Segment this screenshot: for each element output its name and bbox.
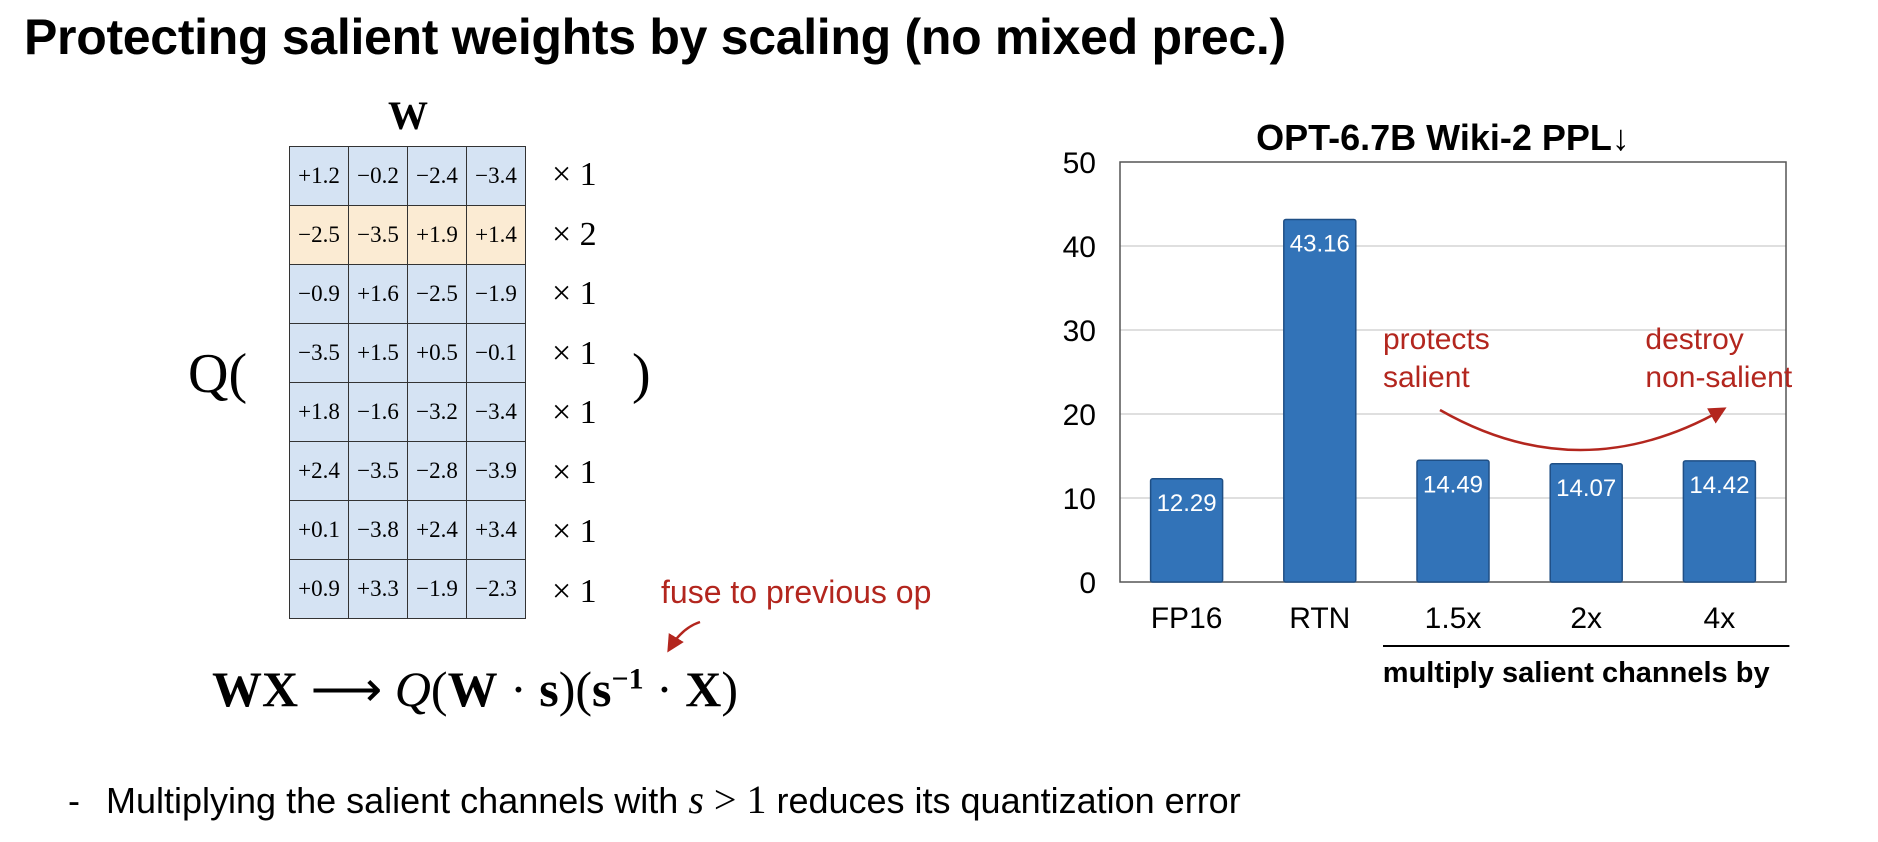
x-category-label: 2x	[1570, 602, 1602, 635]
matrix-cell: +2.4	[407, 500, 467, 560]
matrix-cell: −3.4	[466, 382, 526, 442]
formula-open: (	[430, 661, 448, 717]
bar	[1416, 459, 1490, 583]
row-multiplier: × 1	[552, 394, 597, 431]
formula-x: X	[685, 661, 722, 717]
quantize-close-paren: )	[632, 343, 651, 405]
matrix-cell: −0.9	[289, 264, 349, 324]
bar-value-label: 12.29	[1157, 490, 1217, 517]
matrix-label: W	[388, 93, 428, 138]
x-category-label: 4x	[1704, 602, 1736, 635]
matrix-cell: −2.5	[407, 264, 467, 324]
matrix-cell: +1.8	[289, 382, 349, 442]
bullet-dash: -	[68, 780, 80, 821]
row-multiplier: × 1	[552, 453, 597, 491]
matrix-cell: +0.5	[407, 323, 467, 383]
row-multiplier: × 1	[552, 334, 597, 372]
row-multiplier: × 1	[552, 156, 597, 193]
matrix-row: +2.4 −3.5 −2.8 −3.9	[289, 441, 526, 501]
matrix-row: +1.2 −0.2 −2.4 −3.4	[289, 146, 526, 206]
formula-dot1: ·	[497, 661, 540, 717]
bar	[1283, 218, 1357, 583]
annotation-destroy: destroy	[1645, 323, 1743, 356]
bar	[1149, 478, 1224, 583]
bar	[1549, 463, 1623, 583]
row-multiplier: × 1	[552, 275, 597, 312]
formula-lhs: WX	[212, 661, 299, 717]
matrix-row: −2.5 −3.5 +1.9 +1.4	[289, 205, 526, 265]
matrix-cell: −1.9	[407, 559, 467, 619]
group-label: multiply salient channels by	[1383, 657, 1770, 689]
formula-w: W	[447, 661, 498, 717]
x-category-label: FP16	[1151, 602, 1223, 635]
annotation-protects: protects	[1383, 323, 1490, 356]
matrix-cell: −2.8	[407, 441, 467, 501]
formula-s-inv: s	[592, 661, 612, 717]
formula-dot2: ·	[643, 661, 686, 717]
matrix-cell: −2.5	[289, 205, 349, 265]
row-multiplier: × 2	[552, 215, 597, 253]
matrix-cell: −3.9	[466, 441, 526, 501]
bar-value-label: 43.16	[1290, 230, 1350, 257]
y-tick-label: 10	[1063, 483, 1096, 516]
bullet-point: - Multiplying the salient channels with s…	[68, 776, 1241, 823]
matrix-row: +0.9 +3.3 −1.9 −2.3	[289, 559, 526, 619]
y-tick-label: 20	[1063, 399, 1096, 432]
bar	[1682, 460, 1757, 583]
matrix-cell: −3.5	[348, 205, 408, 265]
row-multiplier: × 1	[552, 572, 597, 610]
bullet-math: s > 1	[688, 777, 766, 822]
formula-q: Q	[394, 661, 431, 717]
curved-arrow	[1439, 407, 1727, 452]
matrix-cell: −1.9	[466, 264, 526, 324]
annotation-protects: salient	[1383, 361, 1470, 394]
formula-mid: )(	[558, 661, 592, 717]
matrix-row: +1.8 −1.6 −3.2 −3.4	[289, 382, 526, 442]
bullet-math-rest: > 1	[703, 777, 767, 822]
matrix-cell: +0.1	[289, 500, 349, 560]
x-category-label: 1.5x	[1425, 602, 1482, 635]
chart-title: OPT-6.7B Wiki-2 PPL↓	[1256, 117, 1630, 158]
bar-value-label: 14.07	[1556, 475, 1616, 502]
matrix-cell: −3.4	[466, 146, 526, 206]
matrix-cell: −2.4	[407, 146, 467, 206]
bar-value-label: 14.42	[1689, 472, 1749, 499]
bullet-math-var: s	[688, 777, 704, 822]
y-tick-label: 0	[1079, 567, 1096, 600]
matrix-cell: +1.9	[407, 205, 467, 265]
scaling-formula: WX ⟶ Q(W · s)(s−1 · X)	[212, 660, 738, 718]
matrix-row: −3.5 +1.5 +0.5 −0.1	[289, 323, 526, 383]
matrix-row: −0.9 +1.6 −2.5 −1.9	[289, 264, 526, 324]
matrix-cell: +2.4	[289, 441, 349, 501]
annotation-destroy: non-salient	[1645, 361, 1792, 394]
fuse-arrow	[667, 620, 701, 653]
formula-arrow: ⟶	[310, 661, 383, 717]
bar-value-label: 14.49	[1423, 471, 1483, 498]
matrix-cell: −0.1	[466, 323, 526, 383]
formula-close: )	[721, 661, 738, 717]
y-tick-label: 30	[1063, 315, 1096, 348]
matrix-cell: +0.9	[289, 559, 349, 619]
matrix-cell: −3.5	[348, 441, 408, 501]
matrix-cell: −2.3	[466, 559, 526, 619]
bullet-text-before: Multiplying the salient channels with	[106, 780, 689, 821]
matrix-cell: +1.4	[466, 205, 526, 265]
bullet-text-after: reduces its quantization error	[766, 780, 1241, 821]
matrix-cell: +1.6	[348, 264, 408, 324]
y-tick-label: 50	[1063, 147, 1096, 180]
matrix-cell: +3.4	[466, 500, 526, 560]
x-category-label: RTN	[1289, 602, 1350, 635]
matrix-cell: +1.2	[289, 146, 349, 206]
formula-exponent: −1	[611, 662, 644, 696]
formula-s: s	[539, 661, 559, 717]
quantize-open-paren: Q(	[188, 343, 248, 405]
matrix-cell: −3.2	[407, 382, 467, 442]
matrix-cell: +3.3	[348, 559, 408, 619]
fuse-note: fuse to previous op	[661, 574, 932, 610]
slide-title: Protecting salient weights by scaling (n…	[24, 9, 1286, 65]
y-tick-label: 40	[1063, 231, 1096, 264]
row-multiplier: × 1	[552, 513, 597, 550]
weight-matrix: +1.2 −0.2 −2.4 −3.4 −2.5 −3.5 +1.9 +1.4 −0.9 +1.6…	[289, 146, 526, 619]
